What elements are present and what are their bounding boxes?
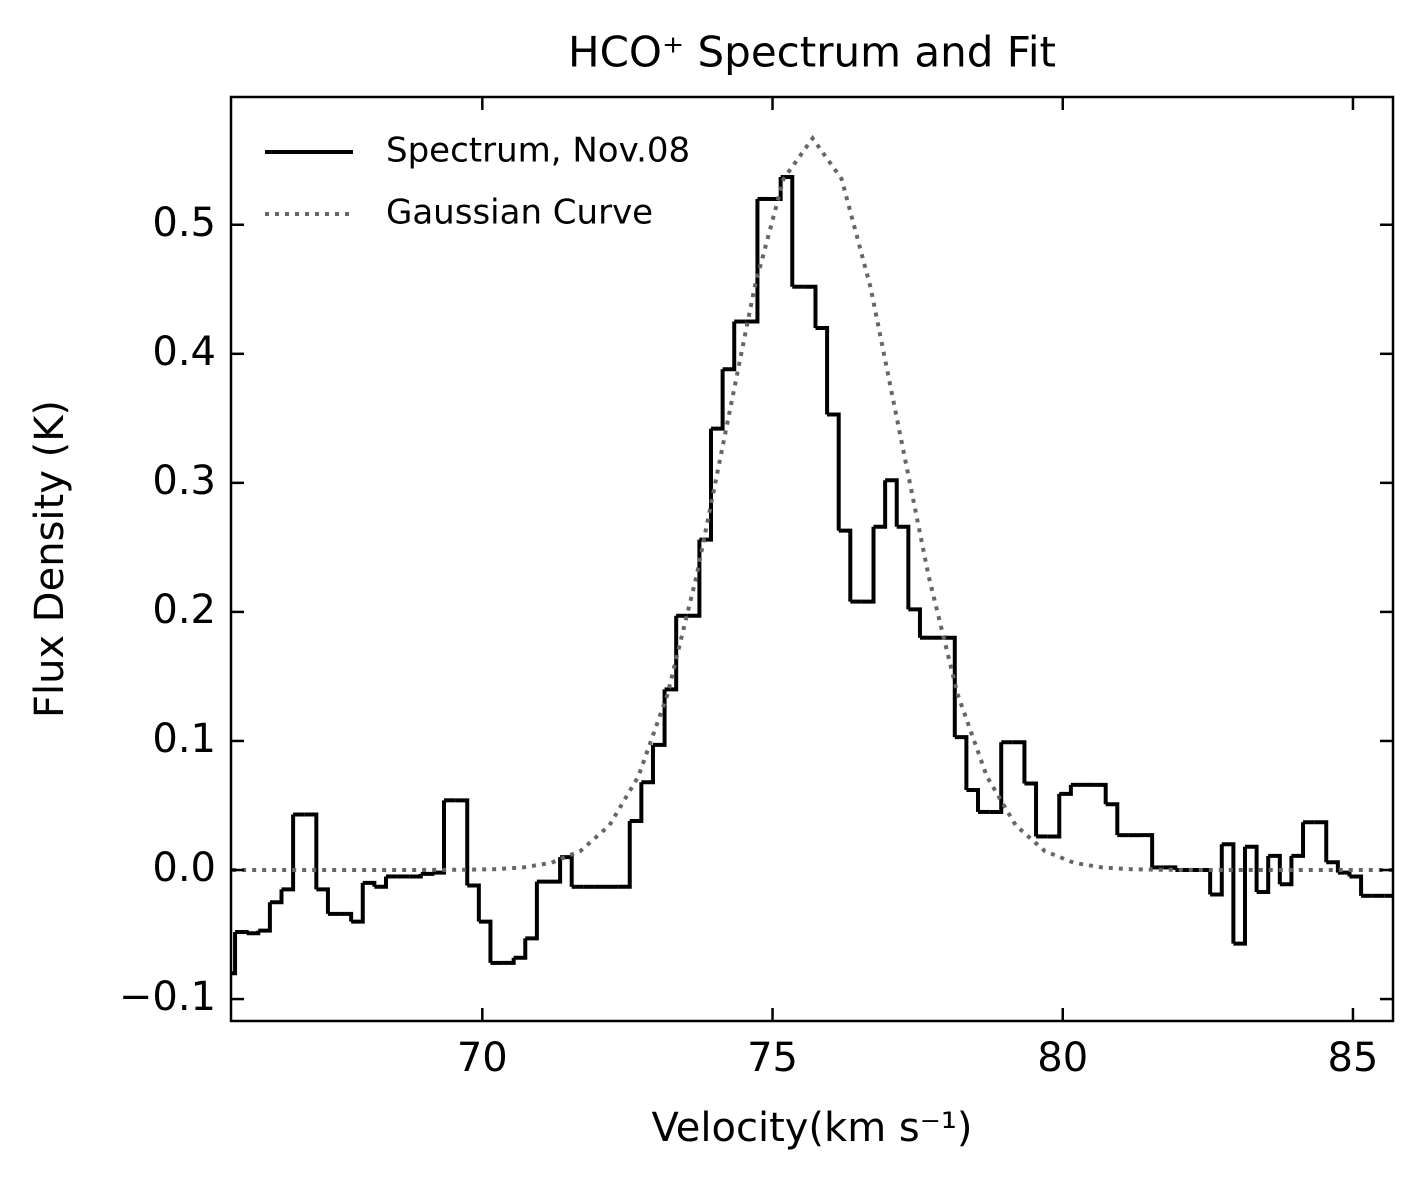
- spectrum-step: [1349, 874, 1364, 896]
- spectrum-step: [618, 820, 632, 889]
- spectrum-step: [954, 735, 969, 790]
- spectrum-step: [409, 873, 423, 879]
- spectrum-step: [258, 902, 272, 933]
- spectrum-step: [1059, 784, 1073, 796]
- y-tick-label: −0.1: [119, 974, 216, 1020]
- y-tick-label: 0.4: [152, 329, 216, 375]
- spectrum-step: [1210, 844, 1224, 897]
- legend-label: Gaussian Curve: [386, 193, 653, 233]
- spectrum-step: [316, 887, 330, 914]
- spectrum-step: [943, 635, 957, 738]
- x-tick-label: 75: [747, 1035, 798, 1081]
- spectrum-step: [827, 412, 841, 531]
- spectrum-step: [838, 528, 853, 602]
- spectrum-step: [502, 957, 516, 965]
- plot-area: [231, 134, 1393, 976]
- spectrum-step: [525, 881, 539, 941]
- spectrum-step: [1221, 842, 1236, 944]
- spectrum-step: [745, 198, 760, 324]
- y-tick-label: 0.0: [152, 845, 216, 891]
- spectrum-step: [769, 177, 783, 201]
- spectrum-step: [780, 175, 795, 287]
- legend-label: Spectrum, Nov.08: [386, 131, 690, 171]
- spectrum-step: [722, 321, 737, 372]
- y-tick-label: 0.5: [152, 200, 216, 246]
- spectrum-step: [1337, 870, 1352, 877]
- spectrum-step: [1256, 855, 1271, 894]
- spectrum-step: [513, 938, 528, 960]
- spectrum-step: [1244, 844, 1259, 892]
- spectrum-step: [1012, 740, 1027, 784]
- spectrum-step: [478, 919, 493, 963]
- gaussian-curve: [232, 134, 1393, 873]
- spectrum-step: [420, 871, 435, 876]
- spectrum-step: [304, 812, 319, 890]
- spectrum-step: [1140, 833, 1155, 868]
- spectrum-step: [896, 524, 911, 610]
- x-tick-label: 80: [1037, 1035, 1088, 1081]
- spectrum-step: [885, 478, 899, 527]
- y-tick-label: 0.3: [152, 458, 216, 504]
- spectrum-step: [1279, 855, 1294, 887]
- spectrum-step: [989, 742, 1004, 814]
- spectrum-step: [269, 889, 284, 905]
- spectrum-step: [1105, 802, 1120, 836]
- spectrum-step: [455, 798, 470, 886]
- spectrum-step: [711, 369, 725, 431]
- spectrum-step: [966, 788, 980, 812]
- spectrum-step: [1326, 860, 1340, 873]
- spectrum-step: [815, 326, 830, 415]
- axes: 70 75 80 85 −0.1 0.0 0.1 0.2 0.3 0.4 0.5: [119, 97, 1393, 1081]
- spectrum-step: [339, 911, 354, 922]
- spectrum-step: [1291, 822, 1306, 858]
- legend: Spectrum, Nov.08 Gaussian Curve: [265, 131, 690, 233]
- y-tick-label: 0.2: [152, 587, 216, 633]
- spectrum-step: [548, 857, 563, 884]
- spectrum-step: [803, 284, 818, 328]
- x-tick-label: 85: [1327, 1035, 1378, 1081]
- spectrum-step: [231, 931, 238, 976]
- x-axis-label: Velocity(km s⁻¹): [652, 1105, 973, 1151]
- spectrum-step: [235, 929, 249, 934]
- spectrum-step: [873, 480, 888, 529]
- spectrum-step: [1047, 793, 1062, 839]
- x-tick-label: 70: [457, 1035, 508, 1081]
- spectrum-step: [1268, 853, 1282, 885]
- spectrum-step: [374, 876, 388, 889]
- spectrum-step: [467, 883, 481, 922]
- plot-frame: [229, 95, 1395, 1023]
- chart-title: HCO⁺ Spectrum and Fit: [568, 28, 1056, 77]
- spectrum-step: [1094, 782, 1108, 805]
- spectrum-step: [1233, 846, 1247, 946]
- spectrum-step: [629, 782, 644, 823]
- spectrum-step: [351, 882, 365, 924]
- spectrum-step: [1198, 868, 1213, 895]
- y-axis-label: Flux Density (K): [27, 400, 73, 718]
- spectrum-step: [432, 800, 447, 875]
- spectrum-step: [687, 539, 702, 618]
- spectrum-step: [664, 615, 679, 692]
- spectrum-step: [908, 607, 922, 638]
- spectrum-step: [861, 526, 876, 604]
- spectrum-step: [1163, 865, 1178, 871]
- spectrum-step: [652, 689, 667, 747]
- spectrum-step: [641, 744, 655, 785]
- y-tick-label: 0.1: [152, 716, 216, 762]
- spectrum-step: [1024, 781, 1039, 837]
- spectrum-step: [1314, 820, 1329, 863]
- spectrum-step: [281, 814, 296, 892]
